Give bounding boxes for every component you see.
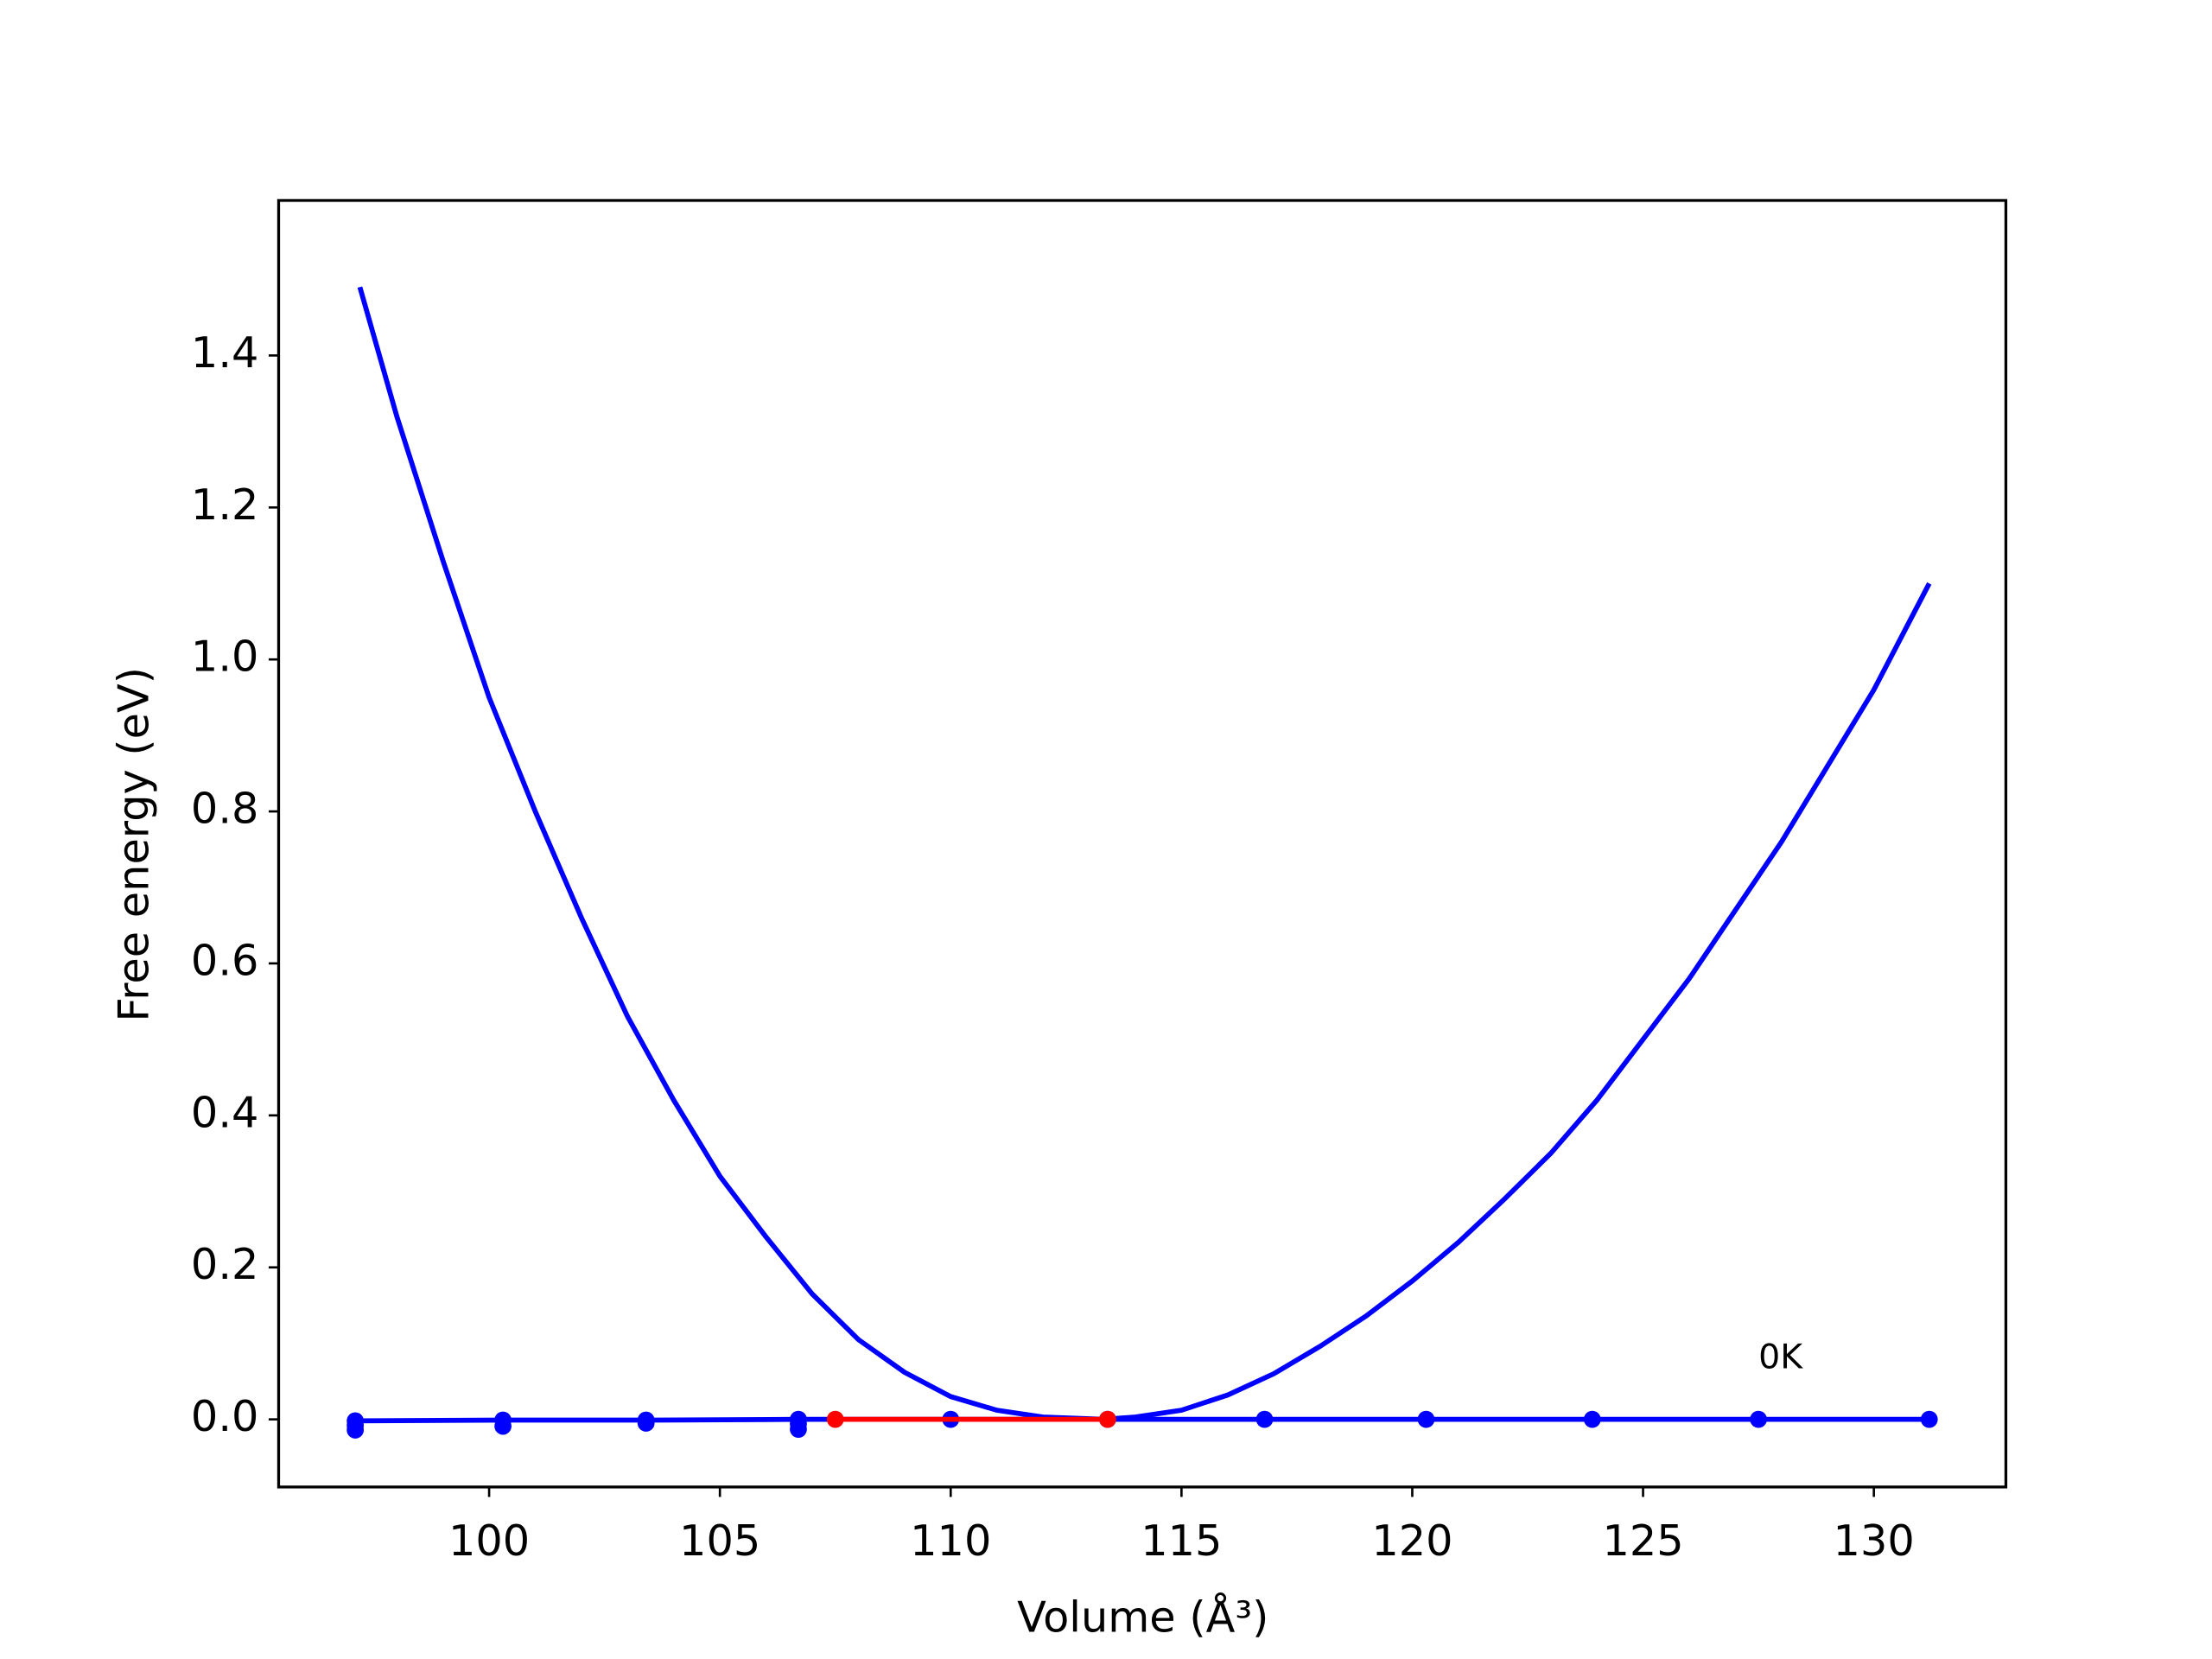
y-axis-label: Free energy (eV): [108, 667, 158, 1022]
y-tick-label: 0.2: [191, 1239, 258, 1289]
plot-frame: [276, 199, 2008, 1489]
y-tick-label: 0.6: [191, 935, 258, 985]
data-point: [1750, 1410, 1767, 1428]
x-tick-label: 110: [910, 1516, 991, 1566]
data-point: [826, 1410, 844, 1428]
data-point: [1099, 1410, 1116, 1428]
data-point: [1583, 1410, 1601, 1428]
data-point: [346, 1421, 365, 1439]
x-tick-label: 100: [448, 1516, 530, 1566]
y-tick-label: 1.0: [191, 632, 258, 682]
x-axis-label: Volume (Å³): [1017, 1592, 1268, 1643]
y-tick-label: 0.4: [191, 1087, 258, 1137]
y-tick-label: 0.8: [191, 784, 258, 834]
x-tick-label: 125: [1602, 1516, 1683, 1566]
x-tick-label: 105: [679, 1516, 760, 1566]
data-point: [790, 1421, 807, 1438]
data-point: [1255, 1410, 1274, 1428]
annotation: 0K: [1758, 1338, 1803, 1377]
x-tick-label: 120: [1371, 1516, 1452, 1566]
y-tick-label: 0.0: [191, 1391, 258, 1441]
data-point: [494, 1417, 512, 1435]
data-point: [1920, 1410, 1938, 1428]
data-point: [1417, 1410, 1435, 1428]
data-point: [637, 1414, 655, 1432]
x-tick-label: 130: [1834, 1516, 1915, 1566]
y-tick-label: 1.2: [191, 480, 258, 530]
series-line: [355, 1416, 1929, 1424]
y-tick-label: 1.4: [191, 327, 258, 378]
x-tick-label: 115: [1141, 1516, 1222, 1566]
